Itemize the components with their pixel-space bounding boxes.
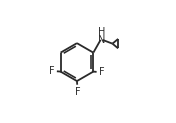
Text: F: F [75,87,80,97]
Text: H: H [98,27,105,37]
Text: F: F [99,67,104,77]
Text: F: F [49,66,54,76]
Text: N: N [98,35,105,45]
